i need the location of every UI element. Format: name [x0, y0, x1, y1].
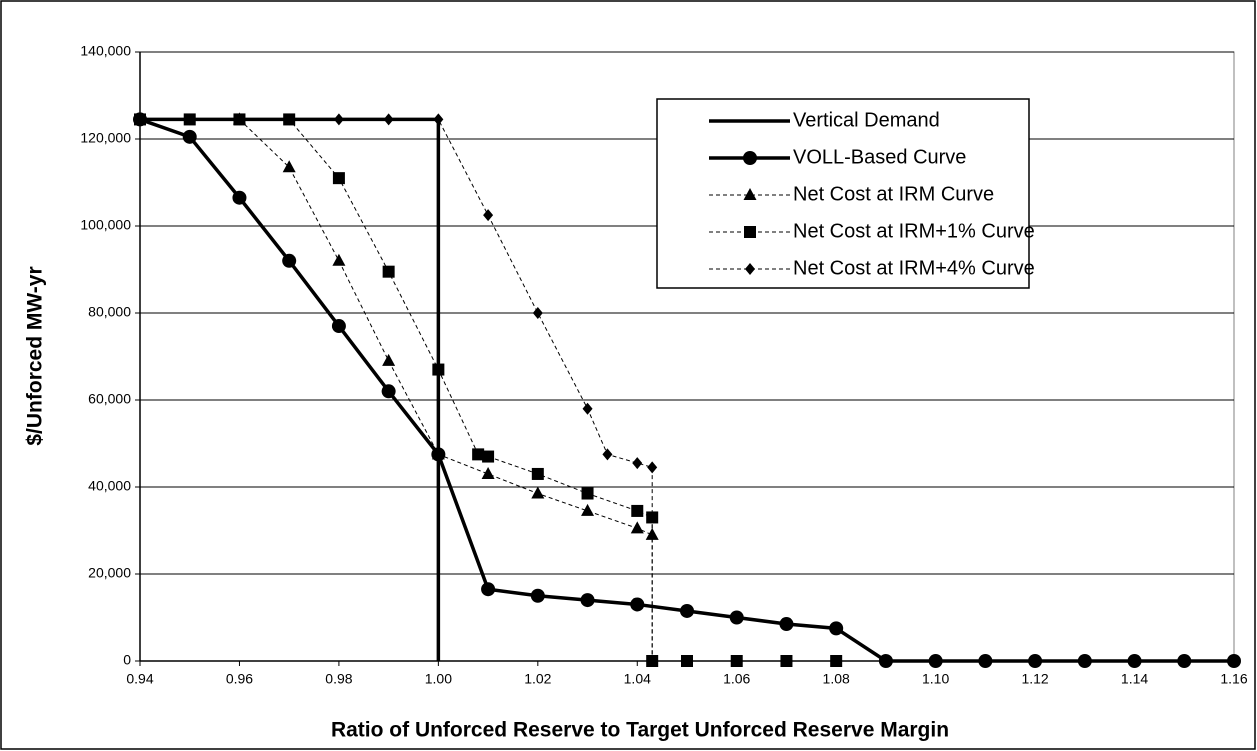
point [383, 113, 394, 126]
point [433, 113, 444, 126]
point [382, 265, 395, 278]
point [730, 655, 743, 667]
point [1177, 654, 1192, 668]
y-axis-label: $/Unforced MW-yr [24, 266, 47, 445]
point [472, 448, 485, 461]
point [182, 129, 197, 144]
legend-label: Net Cost at IRM Curve [793, 183, 994, 205]
point [978, 654, 993, 668]
y-tick-label: 20,000 [88, 565, 131, 581]
x-tick-label: 1.14 [1121, 671, 1148, 687]
point [580, 593, 595, 608]
point [630, 597, 645, 612]
point [729, 610, 744, 625]
point [382, 353, 396, 366]
legend-label: Net Cost at IRM+1% Curve [793, 220, 1035, 242]
point [482, 450, 495, 463]
x-tick-label: 0.94 [126, 671, 153, 687]
point [632, 457, 643, 470]
legend-marker [743, 151, 757, 165]
y-tick-label: 40,000 [88, 478, 131, 494]
legend-box [656, 98, 1030, 289]
point [282, 160, 296, 173]
y-tick-label: 80,000 [88, 304, 131, 320]
legend-marker [743, 188, 757, 200]
x-tick-label: 0.98 [325, 671, 352, 687]
point [829, 621, 844, 636]
point [234, 113, 245, 126]
point [631, 504, 644, 517]
point [779, 617, 794, 632]
point [681, 655, 693, 667]
point [282, 253, 297, 268]
legend-label: Net Cost at IRM+4% Curve [793, 257, 1035, 279]
series-line [140, 118, 653, 661]
point [630, 521, 644, 534]
point [381, 384, 396, 399]
x-tick-label: 1.06 [723, 671, 750, 687]
x-tick-label: 1.02 [524, 671, 551, 687]
y-tick-label: 60,000 [88, 391, 131, 407]
point [184, 113, 195, 126]
point [878, 654, 893, 668]
point [1227, 654, 1241, 668]
point [532, 307, 543, 319]
x-tick-label: 1.00 [425, 671, 452, 687]
point [531, 467, 544, 480]
point [332, 172, 345, 185]
y-tick-label: 0 [123, 652, 131, 668]
point [581, 503, 595, 516]
x-tick-label: 1.12 [1021, 671, 1048, 687]
point [481, 582, 496, 597]
point [1077, 654, 1092, 668]
point [481, 466, 495, 479]
legend-label: Vertical Demand [793, 109, 940, 131]
x-axis-label: Ratio of Unforced Reserve to Target Unfo… [331, 719, 949, 742]
point [331, 319, 346, 334]
point [647, 655, 658, 667]
series-line [239, 119, 653, 536]
x-tick-label: 1.04 [624, 671, 651, 687]
point [483, 209, 494, 222]
point [333, 113, 344, 126]
point [432, 363, 445, 376]
x-tick-label: 1.10 [922, 671, 949, 687]
point [530, 588, 545, 603]
point [581, 487, 594, 500]
point [232, 190, 247, 205]
x-tick-label: 0.96 [226, 671, 253, 687]
point [1028, 654, 1043, 668]
point [135, 113, 145, 126]
point [646, 511, 659, 524]
point [582, 402, 593, 415]
point [647, 461, 658, 474]
legend-label: VOLL-Based Curve [793, 146, 966, 168]
point [928, 654, 943, 668]
x-tick-label: 1.16 [1220, 671, 1247, 687]
point [1127, 654, 1142, 668]
point [830, 655, 843, 667]
point [780, 655, 793, 667]
point [284, 113, 295, 126]
x-tick-label: 1.08 [823, 671, 850, 687]
y-tick-label: 120,000 [80, 130, 131, 146]
point [602, 448, 613, 461]
point [431, 447, 445, 460]
y-tick-label: 100,000 [80, 217, 131, 233]
legend-marker [744, 226, 756, 238]
point [531, 486, 545, 499]
point [332, 253, 346, 266]
point [645, 527, 659, 540]
legend-marker [745, 263, 755, 275]
y-tick-label: 140,000 [80, 43, 131, 59]
point [680, 603, 694, 618]
